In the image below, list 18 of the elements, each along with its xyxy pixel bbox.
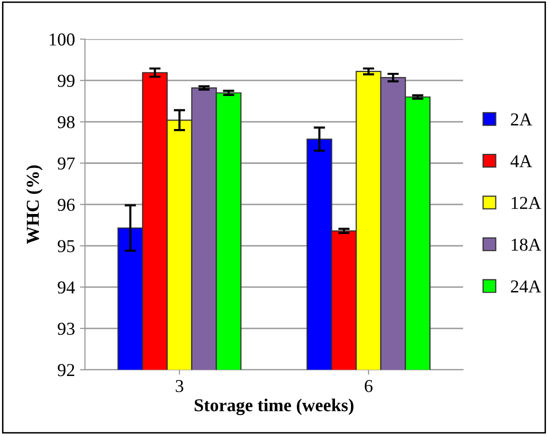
legend-label: 4A [510,155,532,168]
legend-label: 24A [510,280,542,292]
legend-label: 18A [512,238,542,251]
x-tick-label: 6 [364,380,373,392]
y-tick-label: 93 [58,322,75,335]
y-axis-title: WHC (%) [26,165,43,244]
y-tick-label: 97 [58,157,75,170]
y-tick-label: 100 [50,33,75,46]
y-tick-label: 96 [58,198,75,211]
x-tick-label: 3 [176,380,184,392]
legend-label: 2A [510,113,532,126]
y-tick-label: 92 [58,364,74,376]
y-tick-label: 99 [58,74,74,87]
y-tick-label: 95 [58,240,75,252]
x-axis-title: Storage time (weeks) [194,398,354,416]
y-tick-label: 98 [58,116,75,128]
y-tick-label: 94 [58,281,75,294]
legend-label: 12A [512,196,542,209]
